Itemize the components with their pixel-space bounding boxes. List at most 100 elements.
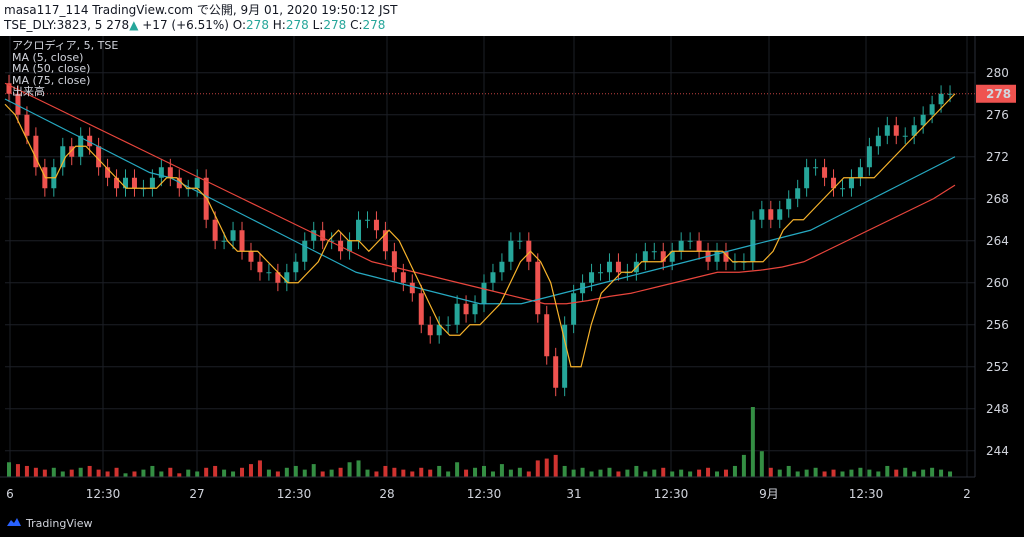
candle-body [920, 114, 926, 126]
volume-bar [419, 467, 424, 477]
candle-body [938, 93, 944, 105]
volume-bar [930, 467, 935, 477]
candle-body [589, 272, 595, 283]
candle-body [329, 240, 335, 242]
price-chart[interactable]: 280 276 272 268 264 260 256 252 248 244 6 12:30 27 12… [0, 36, 1024, 508]
volume-bar [508, 469, 513, 477]
candle-body [857, 167, 863, 178]
volume-bar [706, 467, 711, 477]
publish-info: masa117_114 TradingView.com で公開, 9月 01, … [4, 3, 398, 17]
volume-bar [580, 467, 585, 477]
candle-body [571, 293, 577, 325]
x-tick-label: 28 [379, 487, 394, 501]
volume-bar [948, 471, 953, 477]
y-tick-label: 244 [986, 444, 1009, 458]
candle-body [167, 167, 173, 178]
candle-body [795, 188, 801, 199]
moving-averages [4, 82, 956, 368]
candle-body [221, 240, 227, 242]
candle-body [526, 240, 532, 262]
y-tick-label: 272 [986, 150, 1009, 164]
candle-body [481, 282, 487, 304]
x-tick-label: 6 [6, 487, 14, 501]
candle-body [445, 324, 451, 326]
volume-bar [374, 471, 379, 477]
candle-body [786, 198, 792, 210]
volume-bar [105, 471, 110, 477]
legend-item[interactable]: アクロディア, 5, TSE [12, 39, 119, 52]
candle-body [866, 146, 872, 168]
volume-bar [24, 465, 29, 477]
last-price-label: 278 [986, 87, 1011, 101]
candle-body [544, 314, 550, 357]
volume-bar [213, 465, 218, 477]
legend-item[interactable]: 出来高 [12, 85, 45, 98]
volume-bar [141, 469, 146, 477]
candle-body [929, 104, 935, 115]
grid-lines [5, 36, 975, 477]
candle-body [356, 219, 362, 241]
legend-item[interactable]: MA (50, close) [12, 62, 91, 75]
legend-item[interactable]: MA (75, close) [12, 73, 91, 87]
candle-body [373, 219, 379, 231]
volume-bar [42, 469, 47, 477]
volume-bar [562, 465, 567, 477]
candle-body [490, 272, 496, 283]
candle-body [839, 188, 845, 190]
candle-body [427, 324, 433, 336]
volume-bar [204, 467, 209, 477]
volume-bar [526, 471, 531, 477]
volume-bar [284, 467, 289, 477]
candle-body [400, 272, 406, 283]
candle-body [347, 240, 353, 252]
volume-bars [7, 407, 953, 477]
y-tick-label: 264 [986, 234, 1009, 248]
candle-body [96, 146, 102, 168]
volume-bar [455, 462, 460, 477]
volume-bar [311, 464, 316, 477]
volume-bar [652, 469, 657, 477]
volume-bar [437, 465, 442, 477]
volume-bar [616, 471, 621, 477]
volume-bar [688, 471, 693, 477]
candle-body [893, 125, 899, 136]
legend-item[interactable]: MA (5, close) [12, 50, 84, 64]
volume-bar [858, 467, 863, 477]
high-value: 278 [285, 18, 309, 32]
candle-body [194, 177, 200, 189]
volume-bar [795, 471, 800, 477]
volume-bar [15, 464, 20, 477]
volume-bar [231, 471, 236, 477]
candle-body [87, 135, 93, 147]
candle-body [723, 251, 729, 262]
candle-body [239, 230, 245, 252]
volume-bar [446, 471, 451, 477]
symbol-label: TSE_DLY:3823, 5 [4, 18, 103, 32]
candle-body [750, 219, 756, 262]
chart-header: masa117_114 TradingView.com で公開, 9月 01, … [0, 0, 1024, 36]
open-label: O: [232, 18, 247, 32]
volume-bar [159, 471, 164, 477]
volume-bar [392, 467, 397, 477]
volume-bar [634, 465, 639, 477]
candle-body [848, 177, 854, 189]
volume-bar [894, 469, 899, 477]
y-tick-label: 276 [986, 108, 1009, 122]
candle-body [472, 303, 478, 315]
candle-body [60, 146, 66, 168]
candle-body [131, 177, 137, 189]
volume-bar [598, 469, 603, 477]
volume-bar [338, 467, 343, 477]
volume-bar [921, 469, 926, 477]
candle-body [257, 261, 263, 273]
candle-body [813, 167, 819, 169]
volume-bar [723, 469, 728, 477]
ma75-line [4, 82, 956, 305]
volume-bar [759, 451, 764, 477]
volume-bar [849, 469, 854, 477]
volume-bar [114, 467, 119, 477]
low-label: L: [312, 18, 324, 32]
x-tick-label: 12:30 [654, 487, 689, 501]
candle-body [33, 135, 39, 168]
volume-bar [123, 473, 128, 477]
